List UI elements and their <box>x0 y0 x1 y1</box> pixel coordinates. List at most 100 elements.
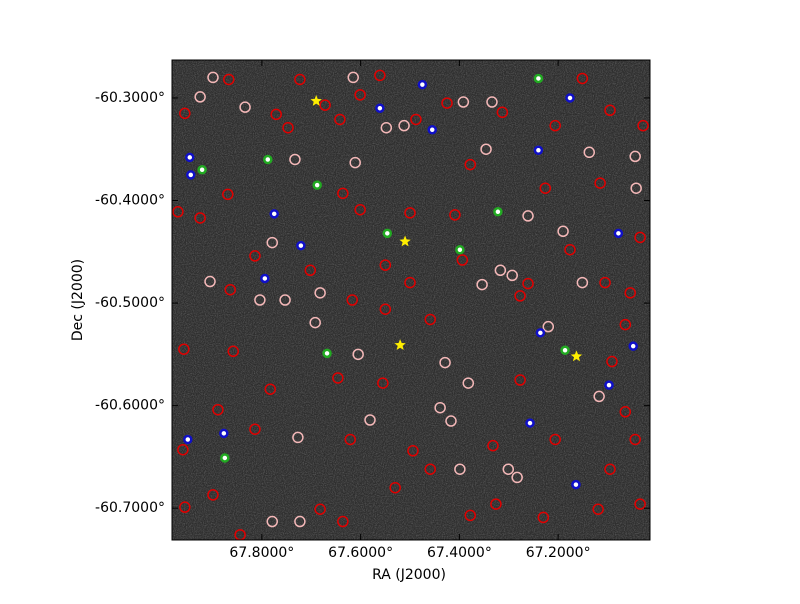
catalog-circle <box>539 182 552 194</box>
catalog-source <box>197 164 207 175</box>
catalog-circle <box>514 374 526 386</box>
catalog-circle <box>319 99 331 111</box>
catalog-circle <box>496 106 509 119</box>
image-grain <box>172 60 650 540</box>
catalog-source <box>628 341 638 351</box>
catalog-source <box>260 273 270 284</box>
catalog-circle <box>522 277 534 290</box>
catalog-circle <box>549 119 561 132</box>
catalog-circle <box>332 372 344 384</box>
catalog-circle <box>207 71 219 84</box>
plot-area <box>172 60 650 540</box>
catalog-circle <box>564 243 576 256</box>
catalog-source <box>322 348 332 359</box>
catalog-circle <box>634 498 646 510</box>
catalog-circle <box>494 264 507 277</box>
y-tick-label: -60.3000° <box>95 90 165 106</box>
catalog-source <box>382 228 393 239</box>
catalog-circle <box>634 231 646 244</box>
y-axis-label: Dec (J2000) <box>70 259 86 341</box>
catalog-circle <box>292 431 304 444</box>
catalog-circle <box>249 250 261 262</box>
catalog-source <box>533 145 544 156</box>
catalog-source <box>613 228 624 239</box>
catalog-circle <box>239 101 251 113</box>
catalog-circle <box>354 203 366 216</box>
x-tick-label: 67.2000° <box>526 545 591 561</box>
catalog-circle <box>629 433 641 446</box>
catalog-source <box>375 103 385 113</box>
catalog-circle <box>511 471 523 484</box>
catalog-circle <box>629 150 641 163</box>
catalog-circle <box>264 383 277 395</box>
catalog-circle <box>179 501 191 513</box>
catalog-circle <box>379 303 392 315</box>
catalog-circle <box>177 443 189 456</box>
catalog-circle <box>374 69 386 82</box>
catalog-source <box>493 207 503 217</box>
catalog-circle <box>637 119 649 132</box>
catalog-circle <box>266 236 278 249</box>
catalog-circle <box>424 463 437 475</box>
catalog-circle <box>266 515 278 528</box>
catalog-circle <box>346 294 358 306</box>
catalog-circle <box>604 104 616 117</box>
catalog-circle <box>449 209 461 221</box>
catalog-circle <box>289 153 301 166</box>
catalog-circle <box>456 254 469 266</box>
catalog-circle <box>537 511 550 524</box>
catalog-circle <box>583 146 596 159</box>
catalog-circle <box>204 275 216 288</box>
catalog-source <box>263 154 273 165</box>
y-tick-label: -60.4000° <box>95 193 165 209</box>
catalog-circle <box>594 177 606 189</box>
catalog-source <box>417 79 428 90</box>
catalog-source <box>220 453 230 463</box>
catalog-circle <box>624 287 636 299</box>
catalog-circle <box>227 345 239 358</box>
catalog-circle <box>364 414 376 426</box>
catalog-source <box>533 73 544 84</box>
catalog-circle <box>619 318 632 331</box>
catalog-circle <box>354 89 366 101</box>
catalog-circle <box>377 377 389 389</box>
catalog-source <box>219 428 229 439</box>
catalog-circle <box>309 316 321 329</box>
catalog-circle <box>576 276 589 289</box>
catalog-source <box>571 479 581 490</box>
catalog-star <box>399 235 411 247</box>
catalog-circle <box>404 276 416 289</box>
catalog-circle <box>314 503 326 515</box>
catalog-circle <box>464 158 477 171</box>
catalog-circle <box>249 423 261 435</box>
catalog-source <box>604 380 614 390</box>
catalog-circle <box>486 96 498 108</box>
catalog-circle <box>279 294 291 306</box>
catalog-source <box>560 345 570 356</box>
catalog-circle <box>557 225 569 238</box>
catalog-circle <box>410 113 422 126</box>
y-tick-label: -60.5000° <box>95 295 165 311</box>
catalog-circle <box>630 182 642 194</box>
catalog-circle <box>407 445 419 457</box>
catalog-circle <box>334 113 346 126</box>
catalog-source <box>312 180 322 190</box>
catalog-star <box>394 339 406 350</box>
catalog-source <box>183 434 193 445</box>
x-tick-label: 67.6000° <box>328 545 393 561</box>
catalog-circle <box>380 121 393 134</box>
catalog-circle <box>222 188 234 201</box>
catalog-star <box>570 350 583 362</box>
catalog-circle <box>352 348 364 361</box>
catalog-circle <box>207 489 219 501</box>
catalog-source <box>427 124 437 135</box>
catalog-circle <box>179 107 191 120</box>
catalog-circle <box>604 463 616 475</box>
catalog-source <box>565 93 575 103</box>
catalog-circle <box>223 73 235 86</box>
catalog-circle <box>379 259 392 271</box>
catalog-source <box>185 152 195 163</box>
catalog-circle <box>337 187 349 200</box>
catalog-circle <box>270 108 282 121</box>
catalog-circle <box>462 377 475 389</box>
